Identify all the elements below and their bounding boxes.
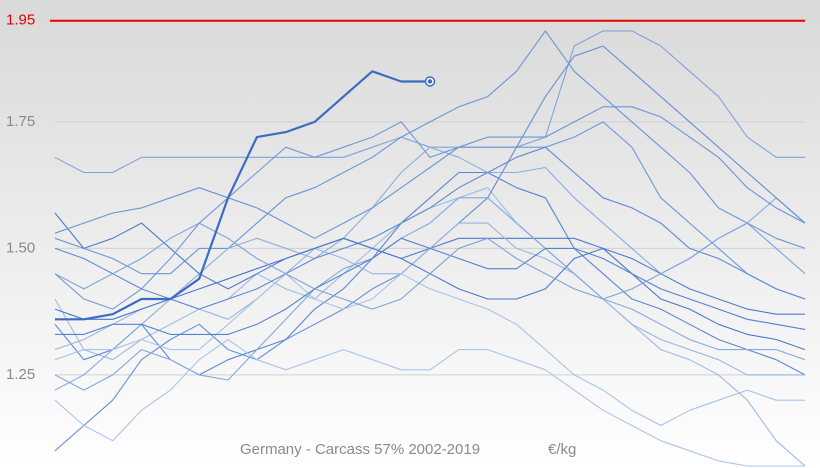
- reference-label: 1.95: [6, 12, 35, 29]
- series-line: [54, 30, 806, 275]
- series-line: [54, 106, 806, 239]
- series-line: [54, 197, 806, 391]
- unit-label: €/kg: [548, 441, 576, 458]
- end-marker-dot: [427, 79, 433, 84]
- chart-title: Germany - Carcass 57% 2002-2019: [240, 441, 480, 458]
- series-line: [54, 222, 806, 310]
- series-line: [54, 338, 805, 467]
- series-line: [54, 146, 806, 310]
- y-tick-label: 1.25: [6, 366, 35, 383]
- y-tick-label: 1.75: [6, 113, 35, 130]
- series-line: [54, 121, 806, 310]
- y-tick-label: 1.50: [6, 239, 35, 256]
- series-line: [55, 70, 430, 321]
- series-line: [55, 237, 806, 335]
- series-line: [54, 273, 805, 427]
